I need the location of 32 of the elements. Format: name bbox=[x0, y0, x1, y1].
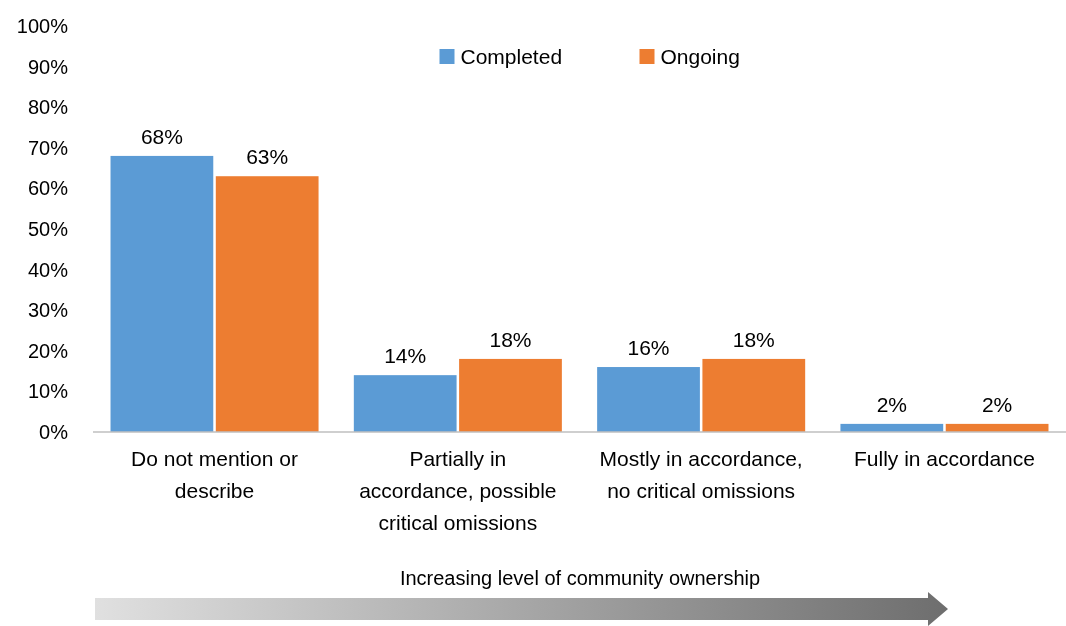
data-label: 68% bbox=[140, 124, 183, 148]
x-tick-label: Mostly in accordance, no critical omissions bbox=[599, 447, 803, 502]
bar bbox=[459, 358, 562, 432]
data-label: 16% bbox=[627, 336, 670, 360]
y-tick-label: 60% bbox=[27, 177, 69, 200]
y-tick-label: 80% bbox=[27, 96, 69, 119]
legend-label: Ongoing bbox=[660, 45, 740, 69]
data-label: 63% bbox=[246, 145, 289, 169]
x-tick-label: Partially in accordance, possible critical omissions bbox=[359, 447, 557, 534]
bar bbox=[597, 367, 700, 432]
x-tick-label: Do not mention or describe bbox=[131, 447, 298, 502]
x-tick-label: Fully in accordance bbox=[854, 447, 1035, 470]
y-tick-label: 50% bbox=[27, 218, 69, 240]
data-label: 18% bbox=[732, 327, 775, 351]
bar bbox=[353, 375, 457, 432]
bar bbox=[215, 176, 319, 432]
y-tick-label: 70% bbox=[27, 136, 69, 159]
y-tick-label: 40% bbox=[27, 258, 69, 281]
bar bbox=[110, 155, 214, 432]
y-tick-label: 0% bbox=[39, 421, 69, 443]
data-label: 2% bbox=[876, 392, 908, 416]
y-tick-label: 10% bbox=[27, 380, 69, 403]
y-tick-label: 100% bbox=[16, 15, 69, 37]
x-axis-title: Increasing level of community ownership bbox=[399, 567, 761, 589]
y-tick-label: 30% bbox=[27, 299, 69, 322]
bar bbox=[702, 358, 806, 432]
data-label: 2% bbox=[981, 392, 1013, 416]
data-label: 14% bbox=[384, 344, 427, 368]
legend-label: Completed bbox=[460, 45, 563, 69]
data-label: 18% bbox=[489, 327, 532, 351]
y-tick-label: 20% bbox=[27, 339, 69, 362]
y-tick-label: 90% bbox=[27, 55, 69, 78]
